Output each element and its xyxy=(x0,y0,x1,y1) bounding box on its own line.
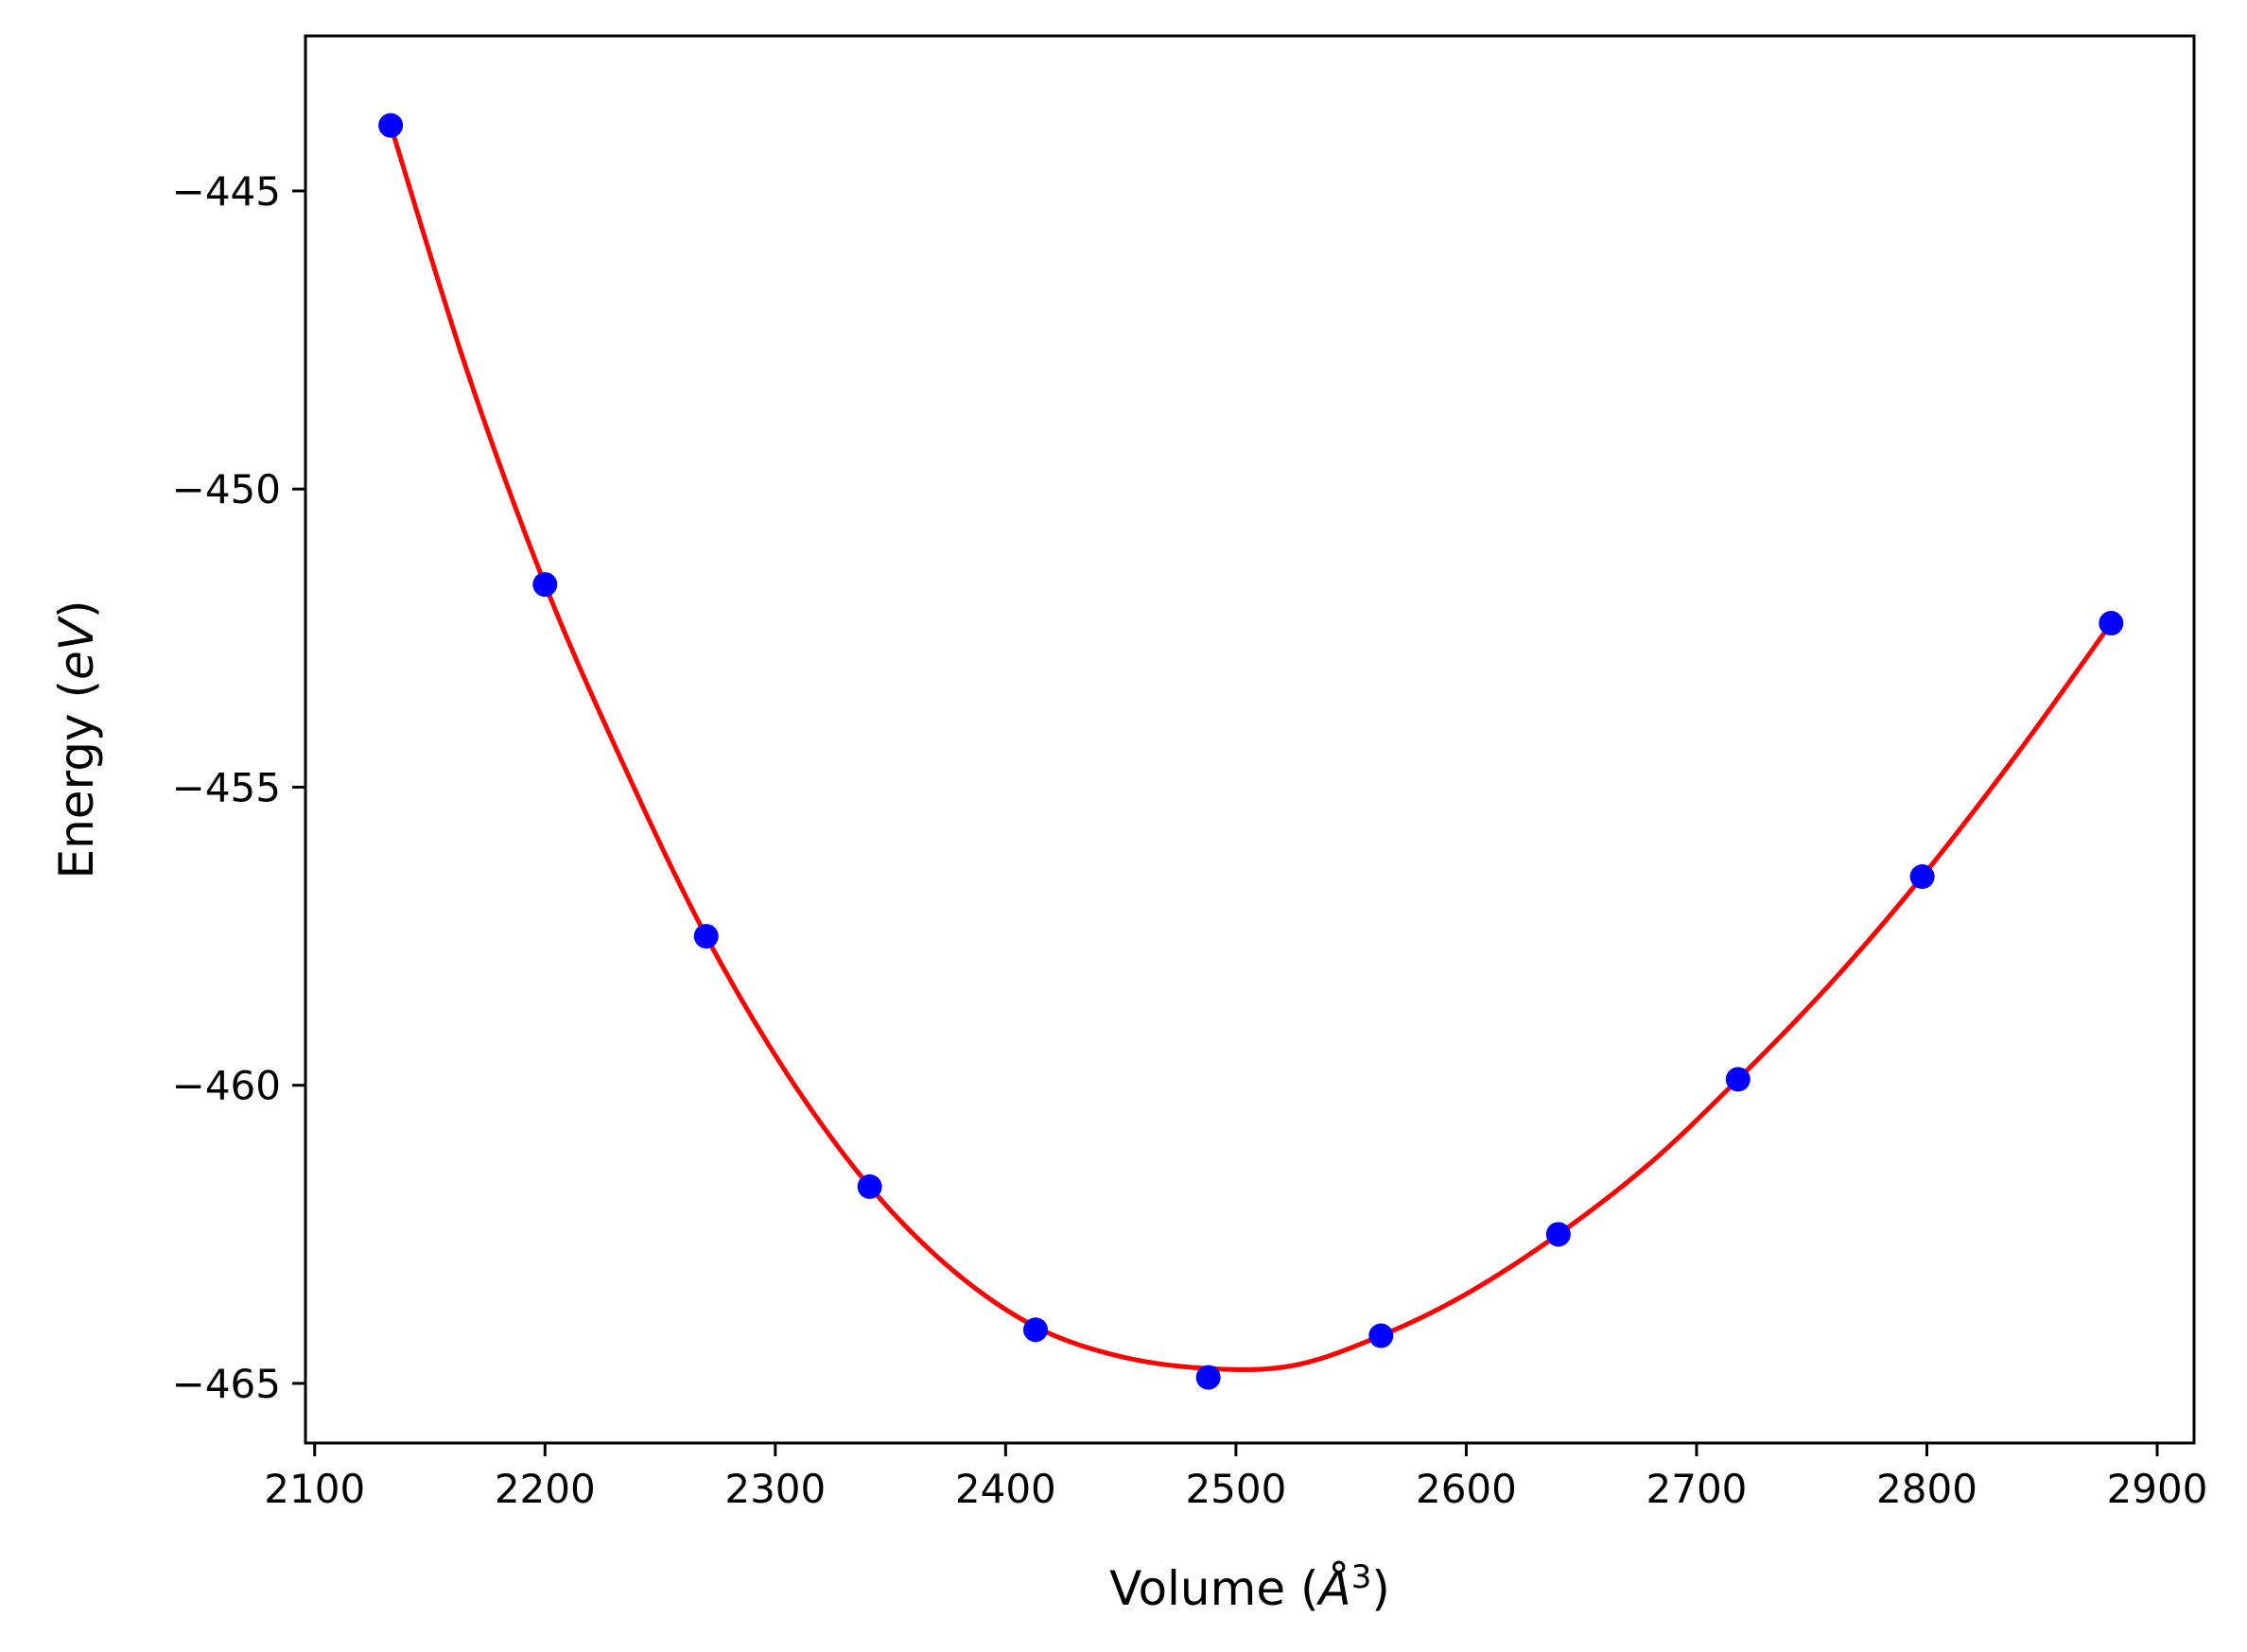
x-tick-label: 2300 xyxy=(724,1466,826,1512)
x-tick-label: 2500 xyxy=(1185,1466,1286,1512)
x-tick-label: 2600 xyxy=(1416,1466,1517,1512)
data-point xyxy=(1195,1365,1221,1390)
y-axis-label: Energy (eV) xyxy=(49,600,104,879)
axes-frame xyxy=(304,34,2196,1445)
x-tick-label: 2800 xyxy=(1876,1466,1977,1512)
y-tick-label: −445 xyxy=(172,168,281,215)
plot-area xyxy=(378,113,2124,1390)
fit-curve xyxy=(388,124,2114,1372)
data-point xyxy=(1909,864,1935,890)
data-point xyxy=(1368,1323,1394,1348)
x-tick-label: 2100 xyxy=(264,1466,365,1512)
data-point xyxy=(532,572,558,598)
y-tick-label: −455 xyxy=(172,764,281,810)
y-axis-ticks: −445 −450 −455 −460 −465 xyxy=(172,168,305,1407)
x-tick-label: 2200 xyxy=(495,1466,596,1512)
y-tick-label: −465 xyxy=(172,1361,281,1407)
data-point xyxy=(693,924,719,949)
x-axis-ticks: 2100 2200 2300 2400 2500 2600 2700 2800 2900 xyxy=(264,1443,2207,1512)
data-point xyxy=(2099,611,2124,636)
x-tick-label: 2700 xyxy=(1646,1466,1748,1512)
data-points xyxy=(378,113,2124,1390)
data-point xyxy=(1023,1317,1049,1343)
x-tick-label: 2400 xyxy=(955,1466,1056,1512)
data-point xyxy=(1545,1222,1571,1247)
data-point xyxy=(1725,1067,1751,1092)
y-tick-label: −460 xyxy=(172,1063,281,1109)
x-axis-label: Volume (Å3) xyxy=(1109,1558,1390,1616)
x-tick-label: 2900 xyxy=(2107,1466,2208,1512)
data-point xyxy=(378,113,404,138)
data-point xyxy=(857,1174,882,1199)
y-tick-label: −450 xyxy=(172,466,281,513)
